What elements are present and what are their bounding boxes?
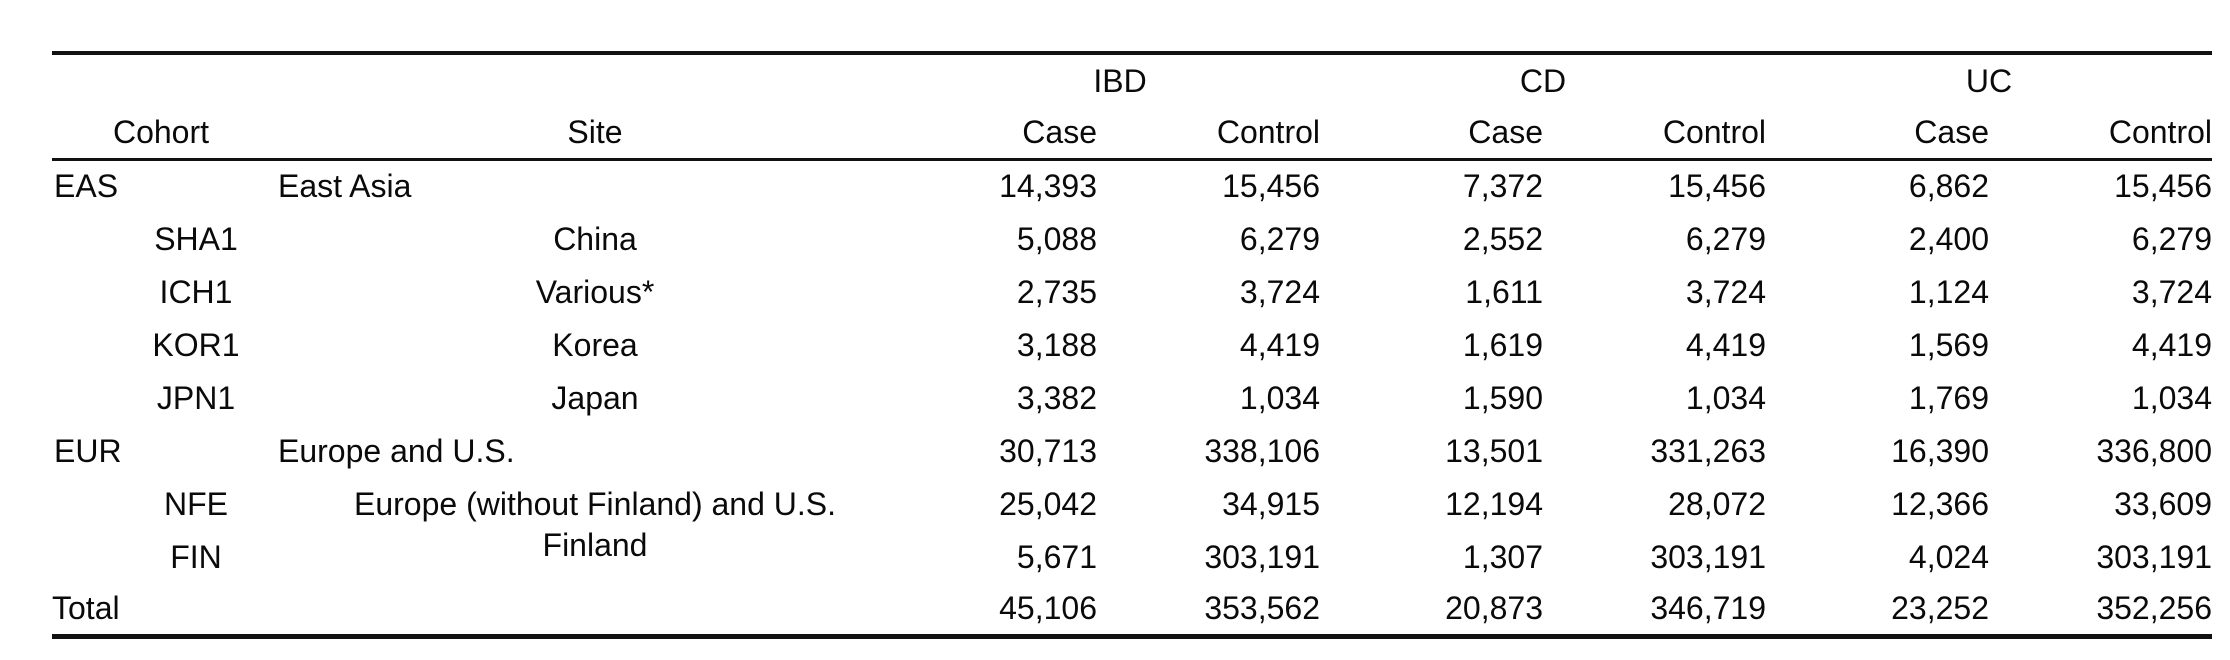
value-cell-uc-case: 6,862 [1908, 168, 1989, 205]
cohort-cell: JPN1 [156, 379, 236, 416]
value-cell-cd-case: 7,372 [1462, 168, 1543, 205]
col-header-cd-case: Case [1320, 106, 1543, 161]
value-cell-cd-control: 1,034 [1685, 379, 1766, 416]
col-header-cohort: Cohort [52, 106, 270, 161]
value-cell-cd-case: 1,590 [1462, 379, 1543, 416]
group-header-uc: UC [1965, 62, 2013, 99]
value-cell-uc-control: 303,191 [2096, 538, 2212, 575]
site-label-raised: Finland [542, 526, 648, 563]
value-cell-ibd-control: 303,191 [1204, 538, 1320, 575]
table-row-total: Total 45,106 353,562 20,873 346,719 23,2… [52, 583, 2212, 639]
group-header-ibd: IBD [1093, 62, 1147, 99]
value-cell-cd-control: 303,191 [1650, 538, 1766, 575]
value-cell-cd-case: 12,194 [1445, 485, 1543, 522]
column-header-row: Cohort Site Case Control Case Control Ca… [52, 106, 2212, 161]
value-cell-uc-control: 3,724 [2131, 273, 2212, 310]
value-cell-ibd-case: 3,382 [1016, 379, 1097, 416]
site-cell: Korea [552, 326, 638, 363]
cohort-cell: FIN [170, 538, 222, 575]
value-cell-ibd-case: 2,735 [1016, 273, 1097, 310]
value-cell-uc-control: 6,279 [2131, 220, 2212, 257]
col-header-uc-control: Control [1989, 106, 2212, 161]
value-cell-ibd-control: 34,915 [1222, 485, 1320, 522]
site-cell: Various* [535, 273, 655, 310]
value-cell-ibd-case: 25,042 [999, 485, 1097, 522]
value-cell-uc-control: 15,456 [2114, 168, 2212, 205]
value-cell-cd-control: 28,072 [1668, 485, 1766, 522]
value-cell-ibd-control: 4,419 [1239, 326, 1320, 363]
value-cell-ibd-control: 3,724 [1239, 273, 1320, 310]
value-cell-ibd-case: 45,106 [920, 583, 1097, 639]
value-cell-cd-case: 2,552 [1462, 220, 1543, 257]
value-cell-uc-case: 1,569 [1908, 326, 1989, 363]
group-header-row: IBD CD UC [52, 53, 2212, 106]
value-cell-cd-control: 6,279 [1685, 220, 1766, 257]
value-cell-ibd-case: 5,088 [1016, 220, 1097, 257]
cohort-cell: SHA1 [154, 220, 238, 257]
group-header-cd: CD [1519, 62, 1567, 99]
value-cell-uc-case: 2,400 [1908, 220, 1989, 257]
value-cell-uc-case: 4,024 [1908, 538, 1989, 575]
table-row-kor1: KOR1 Korea 3,188 4,419 1,619 4,419 1,569… [52, 318, 2212, 371]
value-cell-ibd-control: 353,562 [1097, 583, 1320, 639]
site-cell: Europe (without Finland) and U.S. [353, 485, 837, 522]
value-cell-uc-control: 33,609 [2114, 485, 2212, 522]
value-cell-ibd-case: 14,393 [999, 168, 1097, 205]
col-header-uc-case: Case [1766, 106, 1989, 161]
value-cell-uc-case: 23,252 [1766, 583, 1989, 639]
site-cell: Japan [551, 379, 639, 416]
cohort-cell: ICH1 [159, 273, 233, 310]
cohort-cell: Total [52, 583, 270, 639]
site-cell: China [553, 220, 637, 257]
table-row-nfe: NFE Europe (without Finland) and U.S. 25… [52, 477, 2212, 530]
value-cell-cd-control: 331,263 [1650, 432, 1766, 469]
value-cell-uc-case: 12,366 [1891, 485, 1989, 522]
value-cell-cd-control: 15,456 [1668, 168, 1766, 205]
value-cell-uc-control: 4,419 [2131, 326, 2212, 363]
value-cell-ibd-control: 6,279 [1239, 220, 1320, 257]
site-cell: East Asia [278, 168, 412, 205]
table-row-eur: EUR Europe and U.S. 30,713 338,106 13,50… [52, 424, 2212, 477]
value-cell-ibd-control: 1,034 [1239, 379, 1320, 416]
col-header-cd-control: Control [1543, 106, 1766, 161]
value-cell-ibd-case: 3,188 [1016, 326, 1097, 363]
value-cell-cd-case: 1,619 [1462, 326, 1543, 363]
table-row-eas: EAS East Asia 14,393 15,456 7,372 15,456… [52, 159, 2212, 212]
group-header-spacer [52, 53, 270, 106]
value-cell-ibd-case: 5,671 [1016, 538, 1097, 575]
table-row-ich1: ICH1 Various* 2,735 3,724 1,611 3,724 1,… [52, 265, 2212, 318]
value-cell-uc-control: 352,256 [1989, 583, 2212, 639]
value-cell-cd-control: 4,419 [1685, 326, 1766, 363]
cohort-cell: NFE [164, 485, 228, 522]
site-cell: Europe and U.S. [278, 432, 515, 469]
cohort-cell: EAS [54, 168, 119, 205]
site-cell: Finland [270, 526, 920, 583]
value-cell-uc-case: 16,390 [1891, 432, 1989, 469]
value-cell-uc-case: 1,124 [1908, 273, 1989, 310]
col-header-site: Site [270, 106, 920, 161]
cohort-summary-table: IBD CD UC Cohort Site Case Control Case … [52, 51, 2212, 639]
value-cell-cd-control: 346,719 [1543, 583, 1766, 639]
table-row-fin: FIN Finland 5,671 303,191 1,307 303,191 … [52, 526, 2212, 583]
site-cell [270, 583, 920, 639]
value-cell-uc-control: 336,800 [2096, 432, 2212, 469]
value-cell-cd-case: 13,501 [1445, 432, 1543, 469]
table-row-sha1: SHA1 China 5,088 6,279 2,552 6,279 2,400… [52, 212, 2212, 265]
value-cell-cd-case: 1,611 [1465, 273, 1543, 310]
value-cell-cd-case: 20,873 [1320, 583, 1543, 639]
col-header-ibd-case: Case [920, 106, 1097, 161]
value-cell-cd-control: 3,724 [1685, 273, 1766, 310]
table-row-jpn1: JPN1 Japan 3,382 1,034 1,590 1,034 1,769… [52, 371, 2212, 424]
value-cell-uc-control: 1,034 [2131, 379, 2212, 416]
value-cell-ibd-control: 338,106 [1204, 432, 1320, 469]
value-cell-uc-case: 1,769 [1908, 379, 1989, 416]
col-header-ibd-control: Control [1097, 106, 1320, 161]
cohort-cell: KOR1 [152, 326, 240, 363]
value-cell-cd-case: 1,307 [1462, 538, 1543, 575]
value-cell-ibd-case: 30,713 [999, 432, 1097, 469]
value-cell-ibd-control: 15,456 [1222, 168, 1320, 205]
group-header-spacer [270, 53, 920, 106]
cohort-cell: EUR [54, 432, 122, 469]
